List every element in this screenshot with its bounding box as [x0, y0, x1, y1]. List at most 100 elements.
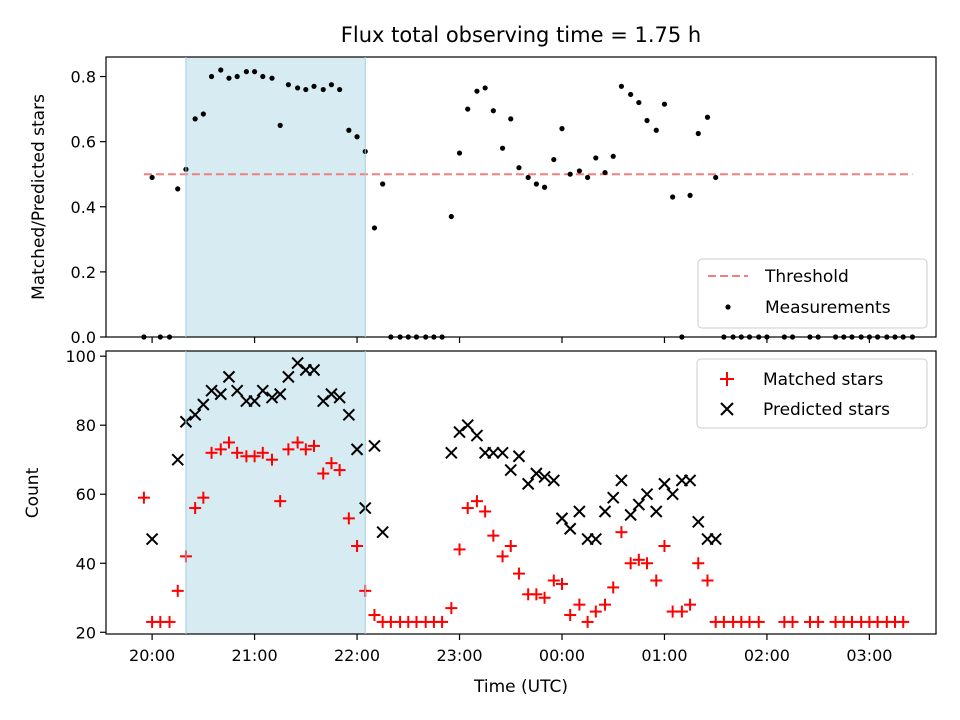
- matched-star-point: [351, 539, 364, 552]
- measurement-point: [277, 122, 283, 128]
- matched-star-point: [308, 439, 321, 452]
- matched-star-point: [189, 502, 202, 515]
- predicted-star-point: [538, 470, 551, 484]
- predicted-star-point: [563, 522, 577, 535]
- ratio-panel-frame: [105, 56, 937, 338]
- legend-matched-swatch: [720, 372, 734, 386]
- x-tick-label: 22:00: [334, 646, 380, 665]
- measurement-point: [704, 114, 711, 120]
- predicted-star-point: [282, 370, 295, 384]
- matched-star-point: [197, 491, 210, 504]
- matched-star-point: [333, 464, 346, 477]
- predicted-star-point: [445, 446, 458, 460]
- matched-star-point: [692, 557, 705, 570]
- measurement-point: [516, 165, 522, 171]
- matched-star-point: [538, 591, 551, 604]
- measurement-point: [482, 85, 488, 91]
- predicted-star-point: [504, 463, 517, 477]
- ratio-y-axis-label: Matched/Predicted stars: [29, 94, 49, 300]
- y-tick-label: 0.2: [71, 263, 96, 282]
- x-tick-label: 20:00: [129, 646, 175, 665]
- y-tick-label: 20: [76, 623, 96, 642]
- predicted-star-point: [222, 370, 236, 384]
- x-tick-label: 03:00: [846, 646, 892, 665]
- matched-star-point: [504, 539, 517, 552]
- predicted-star-point: [632, 498, 646, 511]
- measurement-point: [559, 126, 565, 132]
- predicted-star-point: [640, 488, 654, 501]
- measurement-point: [585, 174, 591, 181]
- matched-star-point: [137, 491, 150, 504]
- predicted-star-point: [342, 408, 356, 422]
- predicted-star-point: [530, 467, 543, 480]
- measurement-point: [448, 213, 454, 220]
- count-y-ticks: 20 40 60 80 100: [65, 347, 106, 642]
- matched-star-point: [599, 598, 612, 611]
- ratio-legend-box: [697, 258, 928, 329]
- predicted-star-point: [658, 477, 671, 491]
- measurement-point: [661, 101, 668, 107]
- measurement-point: [337, 86, 343, 93]
- predicted-star-point: [248, 394, 261, 408]
- predicted-star-point: [589, 532, 603, 546]
- measurement-point: [628, 91, 634, 98]
- measurement-point: [192, 116, 198, 122]
- predicted-star-point: [188, 408, 202, 422]
- count-panel: 20 40 60 80 100 20:00 21:00 22:00 23:00 00:00 01:…: [23, 347, 937, 697]
- predicted-star-point: [496, 446, 509, 460]
- measurement-point: [576, 168, 583, 174]
- count-legend-box: [696, 358, 928, 429]
- predicted-star-point: [461, 418, 474, 432]
- matched-star-point: [650, 574, 663, 587]
- predicted-star-point: [512, 450, 526, 463]
- matched-star-point: [248, 450, 261, 463]
- matched-star-point: [547, 574, 560, 587]
- predicted-stars-points: [145, 356, 722, 546]
- predicted-star-point: [547, 474, 560, 487]
- measurement-point: [311, 83, 317, 89]
- predicted-star-point: [307, 363, 321, 377]
- predicted-star-point: [350, 443, 364, 456]
- matched-star-point: [461, 502, 474, 515]
- predicted-star-point: [598, 505, 612, 518]
- matched-star-point: [897, 615, 910, 628]
- measurement-point: [525, 174, 531, 181]
- y-tick-label: 0.8: [71, 68, 96, 87]
- ratio-y-ticks: 0.0 0.2 0.4 0.6 0.8: [71, 68, 106, 347]
- count-panel-frame: [105, 350, 937, 635]
- matched-star-point: [479, 505, 492, 518]
- measurement-point: [285, 82, 291, 88]
- matched-star-point: [632, 553, 645, 566]
- matched-star-point: [222, 436, 235, 449]
- measurement-point: [541, 184, 548, 190]
- ratio-panel: 0.00.20.40.60.8 Matched/Predicted stars …: [29, 56, 937, 347]
- measurement-point: [465, 106, 471, 112]
- count-x-ticks: 20:00 21:00 22:00 23:00 00:00 01:00 02:00 03:00: [129, 634, 892, 665]
- matched-star-point: [496, 550, 509, 563]
- measurement-point: [234, 73, 240, 80]
- predicted-star-point: [273, 387, 287, 401]
- matched-star-point: [325, 457, 338, 470]
- measurement-point: [593, 155, 599, 161]
- matched-star-point: [573, 598, 586, 611]
- ratio-x-ticks: [151, 337, 870, 343]
- measurement-point: [208, 73, 215, 80]
- measurement-point: [687, 192, 693, 198]
- matched-star-point: [368, 609, 381, 622]
- measurement-point: [328, 82, 335, 88]
- matched-star-point: [163, 615, 176, 628]
- measurement-point: [610, 153, 616, 159]
- y-tick-label: 40: [76, 554, 96, 573]
- predicted-star-point: [487, 446, 500, 460]
- matched-star-point: [282, 443, 295, 456]
- predicted-star-point: [256, 384, 269, 397]
- count-y-axis-label: Count: [23, 467, 43, 518]
- predicted-star-point: [197, 398, 210, 411]
- measurement-point: [175, 186, 181, 192]
- x-tick-label: 00:00: [539, 646, 585, 665]
- measurement-point: [320, 86, 326, 93]
- measurement-point: [567, 171, 573, 177]
- predicted-star-point: [683, 474, 697, 487]
- measurement-point: [533, 181, 539, 187]
